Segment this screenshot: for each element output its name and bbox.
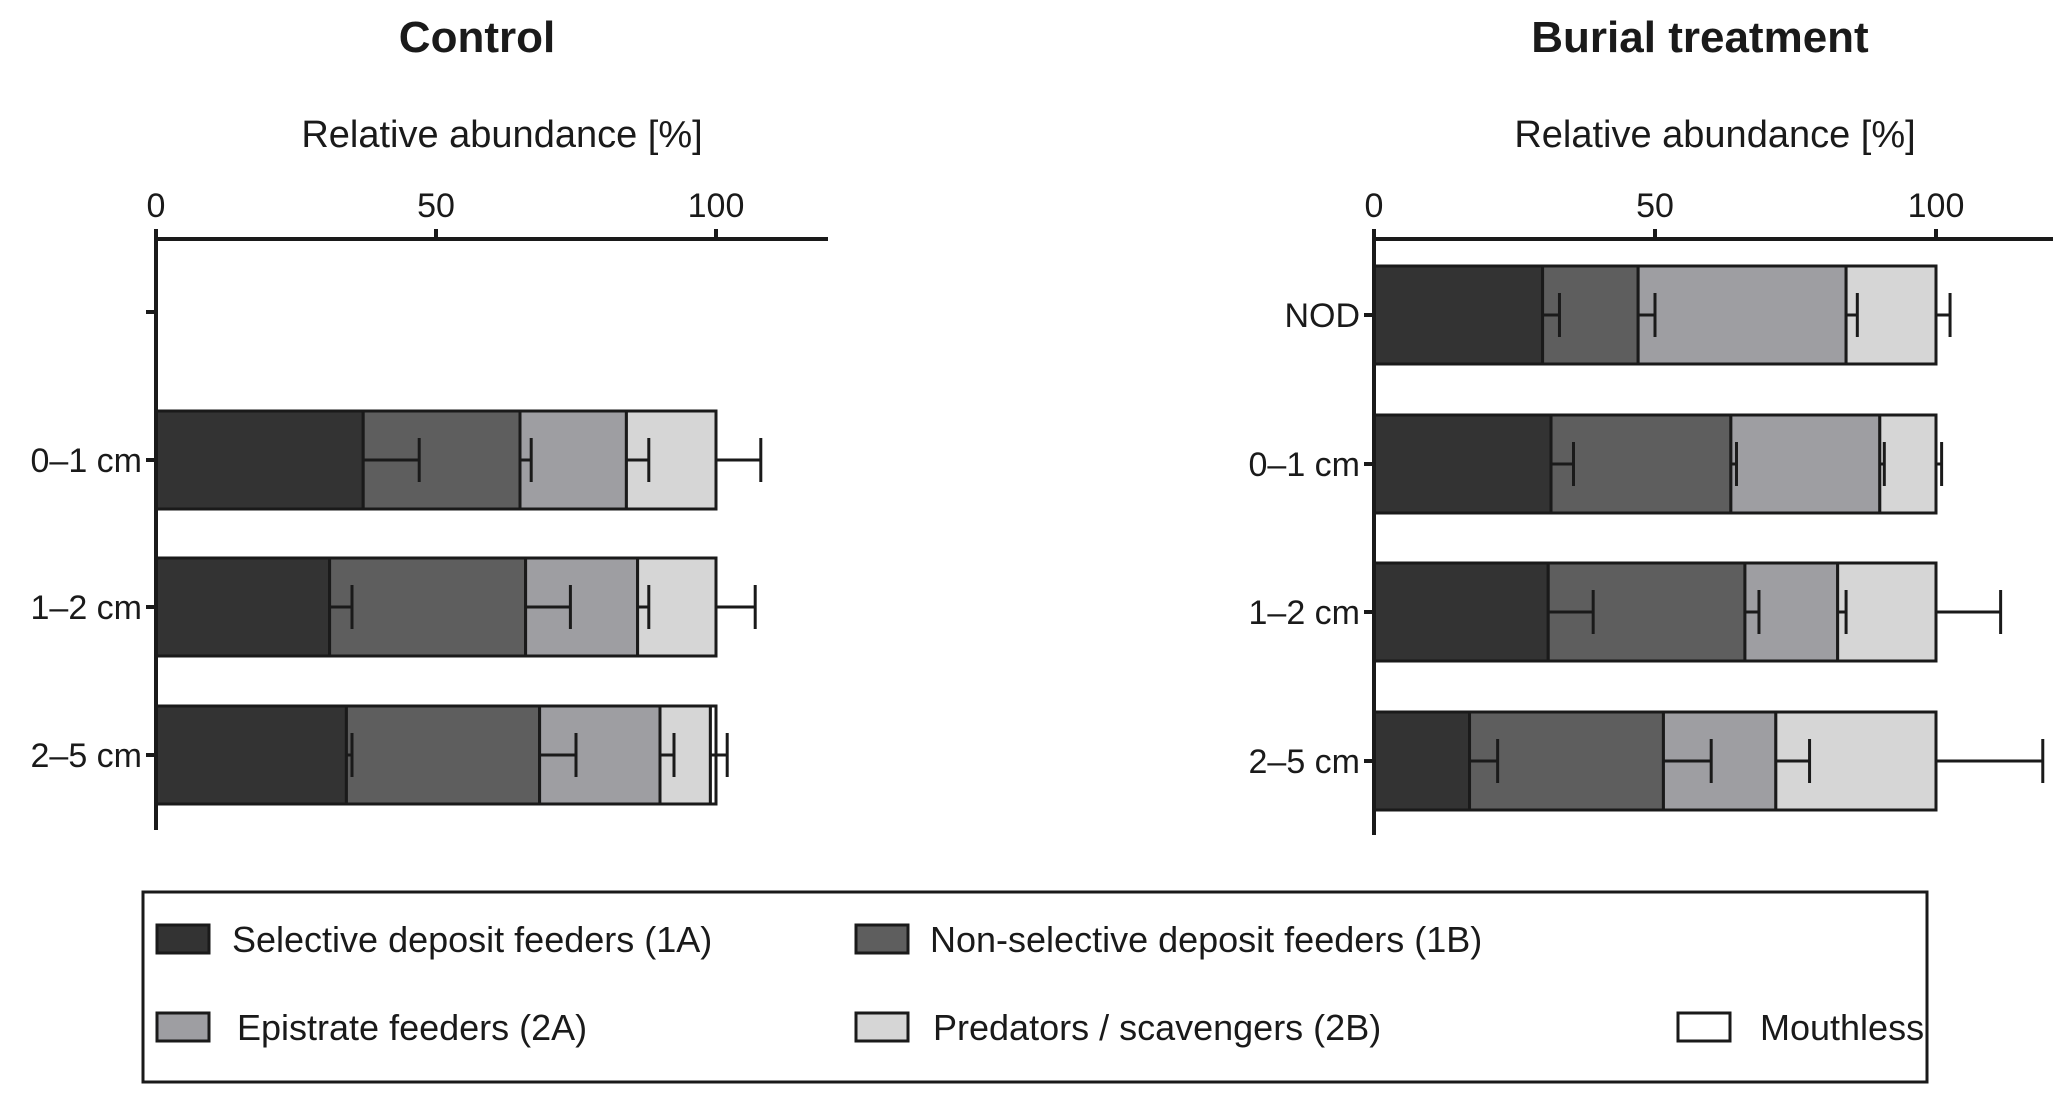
legend-label-mouthless: Mouthless <box>1760 1007 1924 1048</box>
bar-segment-2a <box>518 409 628 511</box>
chart-title: Burial treatment <box>1531 13 1869 62</box>
legend-swatch-1a <box>155 923 211 955</box>
legend-swatch-2b <box>854 1011 910 1043</box>
bar-segment-1a <box>154 704 348 806</box>
y-tick-label: 2–5 cm <box>1249 743 1361 781</box>
x-tick-label: 50 <box>1636 187 1674 225</box>
x-tick-label: 50 <box>417 187 455 225</box>
bar-segment-1b <box>1549 413 1733 515</box>
bar-segment-2b <box>1836 561 1938 663</box>
bar-segment-2b <box>1878 413 1938 515</box>
error-bars <box>329 438 763 777</box>
x-axis-label: Relative abundance [%] <box>301 114 702 156</box>
bars <box>154 409 718 806</box>
legend-swatch-2a <box>155 1011 211 1043</box>
bar-segment-1a <box>154 409 365 511</box>
burial-treatment-chart: Burial treatment Relative abundance [%] … <box>1249 13 2053 835</box>
x-axis-ticks: 0 50 100 <box>147 187 745 239</box>
bar-segment-1a <box>154 556 332 658</box>
legend-swatch-mouthless <box>1676 1011 1732 1043</box>
legend-label-2a: Epistrate feeders (2A) <box>237 1007 587 1048</box>
legend-label-1a: Selective deposit feeders (1A) <box>232 919 712 960</box>
y-axis-categories: 0–1 cm 1–2 cm 2–5 cm <box>31 310 156 775</box>
bar-segment-1a <box>1372 413 1553 515</box>
bar-segment-1a <box>1372 710 1472 812</box>
y-tick-label: NOD <box>1284 297 1360 335</box>
error-bars <box>1469 293 2045 783</box>
control-chart: Control Relative abundance [%] 0 50 100 0–… <box>31 13 828 830</box>
x-tick-label: 0 <box>1365 187 1384 225</box>
y-tick-label: 2–5 cm <box>31 737 143 775</box>
bar-segment-2a <box>1636 264 1848 366</box>
x-tick-label: 0 <box>147 187 166 225</box>
x-axis-ticks: 0 50 100 <box>1365 187 1965 239</box>
legend-box <box>141 890 1929 1084</box>
y-tick-label: 0–1 cm <box>1249 446 1361 484</box>
bar-segment-1b <box>1468 710 1665 812</box>
bar-segment-1b <box>328 556 528 658</box>
bar-segment-2a <box>1729 413 1882 515</box>
bar-segment-1a <box>1372 561 1550 663</box>
y-tick-label: 1–2 cm <box>1249 594 1361 632</box>
bar-segment-1b <box>344 704 542 806</box>
y-tick-label: 0–1 cm <box>31 442 143 480</box>
legend-label-2b: Predators / scavengers (2B) <box>933 1007 1381 1048</box>
bars <box>1372 264 1938 812</box>
chart-title: Control <box>399 13 555 62</box>
x-tick-label: 100 <box>1908 187 1965 225</box>
x-tick-label: 100 <box>688 187 745 225</box>
legend-swatch-1b <box>854 923 910 955</box>
y-tick-label: 1–2 cm <box>31 589 143 627</box>
bar-segment-2b <box>1844 264 1938 366</box>
legend: Selective deposit feeders (1A) Non-selec… <box>141 890 1929 1084</box>
y-axis-categories: NOD 0–1 cm 1–2 cm 2–5 cm <box>1249 297 1374 781</box>
legend-label-1b: Non-selective deposit feeders (1B) <box>930 919 1482 960</box>
x-axis-label: Relative abundance [%] <box>1514 114 1915 156</box>
bar-segment-1a <box>1372 264 1545 366</box>
